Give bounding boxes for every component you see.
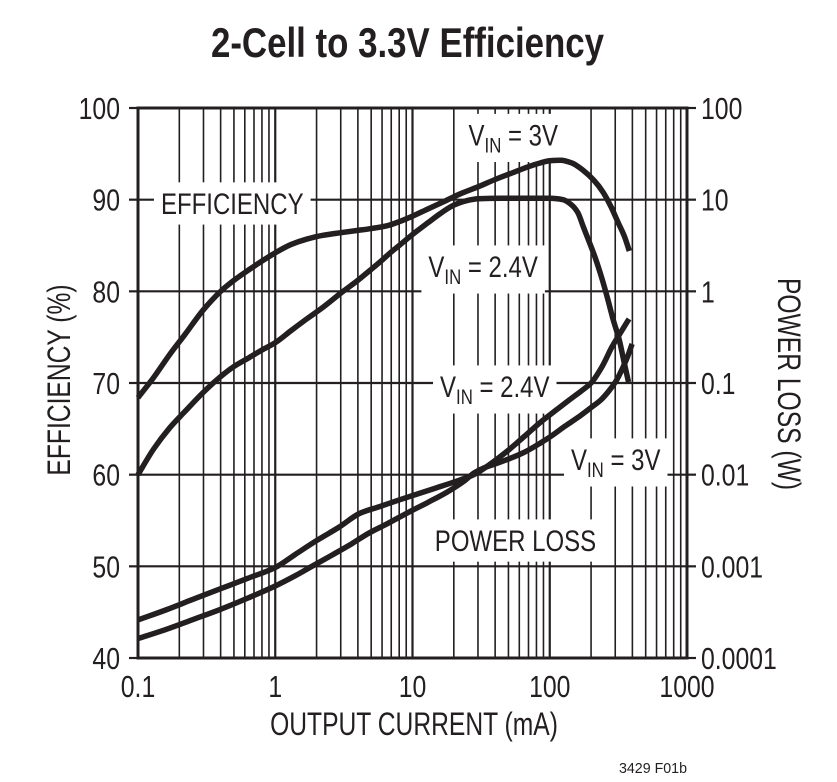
right-axis-tick-label: 100 <box>701 91 742 125</box>
right-axis-tick-label: 0.1 <box>701 366 735 400</box>
vin-3v-efficiency-label-box <box>461 113 566 163</box>
left-axis-tick-label: 100 <box>79 91 120 125</box>
vin-2.4v-power-loss-label: VIN = 2.4V <box>440 369 549 409</box>
curve-efficiency-vin-3v <box>135 157 632 400</box>
x-axis-tick-label: 0.1 <box>121 669 155 703</box>
curve-efficiency-vin-2.4v <box>135 195 632 477</box>
vin-2.4v-power-loss-label-box <box>433 365 557 414</box>
axis-tick-labels: 100 90 80 70 60 50 40 100 10 1 0.1 0.01 0.001 0.0001 0… <box>79 91 777 703</box>
left-axis-tick-label: 60 <box>92 458 120 492</box>
curve-labels: EFFICIENCY VIN = 3V VIN = 2.4V VIN = 2.4V VI… <box>161 118 661 558</box>
vin-3v-power-loss-label-text: VIN = 3V <box>571 442 660 482</box>
curve-power-loss-vin-2.4v <box>137 317 632 623</box>
efficiency-label: EFFICIENCY <box>161 186 304 220</box>
power-loss-label-text: POWER LOSS <box>435 523 596 557</box>
annotation-label-boxes <box>153 113 668 562</box>
power-loss-label: POWER LOSS <box>435 523 596 557</box>
vin-3v-power-loss-label: VIN = 3V <box>571 442 660 482</box>
curve-power-loss-vin-3v <box>137 342 635 642</box>
left-axis-tick-label: 90 <box>92 183 120 217</box>
plot-border <box>136 106 689 660</box>
efficiency-label-box <box>153 182 311 225</box>
left-axis-tick-label: 70 <box>92 366 120 400</box>
left-y-axis-title: EFFICIENCY (%) <box>42 284 78 475</box>
right-y-axis-title: POWER LOSS (W) <box>770 278 806 490</box>
x-axis-tick-label: 100 <box>529 669 570 703</box>
vin-2.4v-power-loss-label-text: VIN = 2.4V <box>440 369 549 409</box>
left-axis-tick-label: 50 <box>92 550 120 584</box>
data-curves <box>135 157 635 642</box>
right-axis-tick-label: 0.001 <box>701 550 763 584</box>
chart-title: 2-Cell to 3.3V Efficiency <box>211 20 605 67</box>
vin-3v-efficiency-label-text: VIN = 3V <box>469 118 558 158</box>
x-axis-tick-label: 10 <box>399 669 427 703</box>
power-loss-label-box <box>427 519 604 562</box>
x-axis-title: OUTPUT CURRENT (mA) <box>270 707 558 743</box>
right-axis-tick-label: 1 <box>701 275 715 309</box>
x-axis-tick-label: 1000 <box>659 669 714 703</box>
right-axis-tick-label: 0.01 <box>701 458 749 492</box>
left-axis-tick-label: 80 <box>92 275 120 309</box>
left-axis-tick-label: 40 <box>92 641 120 675</box>
x-axis-tick-label: 1 <box>268 669 282 703</box>
vin-2.4v-efficiency-label-text: VIN = 2.4V <box>428 249 537 289</box>
vin-3v-efficiency-label: VIN = 3V <box>469 118 558 158</box>
vin-3v-power-loss-label-box <box>563 438 668 487</box>
vin-2.4v-efficiency-label: VIN = 2.4V <box>428 249 537 289</box>
right-axis-tick-label: 0.0001 <box>701 641 777 675</box>
vin-2.4v-efficiency-label-box <box>421 245 545 294</box>
right-axis-tick-label: 10 <box>701 183 729 217</box>
figure-number: 3429 F01b <box>619 761 687 777</box>
efficiency-label-text: EFFICIENCY <box>161 186 304 220</box>
